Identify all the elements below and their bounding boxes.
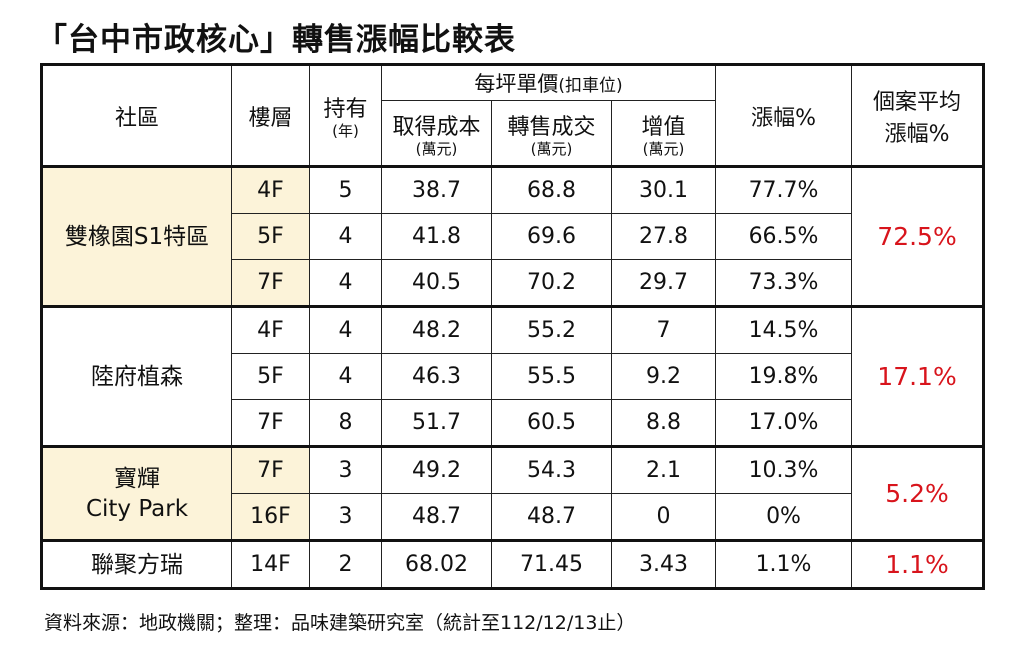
community-name: 寶輝 City Park [41, 445, 232, 541]
floor-cell: 7F [231, 445, 310, 494]
rise-cell: 17.0% [715, 399, 853, 447]
header-unit-price-label: 每坪單價 [474, 72, 559, 96]
hold-cell: 4 [309, 305, 382, 354]
hold-cell: 3 [309, 493, 382, 541]
header-hold: 持有 (年) [309, 64, 382, 167]
header-acquire-cost: 取得成本 (萬元) [381, 100, 492, 167]
header-hold-label: 持有 [323, 97, 368, 122]
gain-cell: 3.43 [610, 539, 717, 589]
floor-cell: 5F [231, 353, 310, 400]
table-row: 雙橡園S1特區 4F 5 38.7 68.8 30.1 77.7% 72.5% [41, 165, 985, 307]
header-resale-price-unit: (萬元) [530, 139, 573, 158]
gain-cell: 30.1 [610, 165, 717, 214]
resale-cell: 70.2 [491, 259, 612, 307]
resale-cell: 68.8 [491, 165, 612, 214]
floor-cell: 7F [231, 399, 310, 447]
header-community: 社區 [41, 64, 232, 167]
avg-rise-cell: 1.1% [851, 539, 985, 589]
resale-cell: 69.6 [491, 213, 612, 260]
hold-cell: 4 [309, 213, 382, 260]
hold-cell: 5 [309, 165, 382, 214]
rise-cell: 14.5% [715, 305, 853, 354]
table-row: 7F 4 40.5 70.2 29.7 73.3% [42, 259, 984, 307]
floor-cell: 7F [231, 259, 310, 307]
table-row: 7F 8 51.7 60.5 8.8 17.0% [42, 399, 984, 447]
gain-cell: 2.1 [610, 445, 717, 494]
header-rise-pct: 漲幅% [715, 64, 853, 167]
rise-cell: 77.7% [715, 165, 853, 214]
header-resale-price-label: 轉售成交 [507, 114, 596, 140]
gain-cell: 9.2 [610, 353, 717, 400]
cost-cell: 49.2 [381, 445, 492, 494]
table-row: 16F 3 48.7 48.7 0 0% [42, 493, 984, 541]
table-row: 陸府植森 4F 4 48.2 55.2 7 14.5% 17.1% [41, 305, 985, 447]
header-gain-unit: (萬元) [642, 139, 685, 158]
header-row-top: 社區 樓層 持有 (年) 每坪單價(扣車位) 漲幅% 個案平均 漲幅% [41, 64, 985, 167]
header-floor: 樓層 [231, 64, 310, 167]
resale-comparison-table: 社區 樓層 持有 (年) 每坪單價(扣車位) 漲幅% 個案平均 漲幅% 取得成本(… [40, 63, 986, 590]
cost-cell: 48.7 [381, 493, 492, 541]
avg-rise-cell: 5.2% [851, 445, 985, 541]
gain-cell: 8.8 [610, 399, 717, 447]
community-name-line2: City Park [85, 495, 189, 522]
avg-rise-cell: 17.1% [851, 305, 985, 447]
resale-cell: 48.7 [491, 493, 612, 541]
table-row: 聯聚方瑞 14F 2 68.02 71.45 3.43 1.1% 1.1% [41, 539, 985, 589]
rise-cell: 1.1% [715, 539, 853, 589]
gain-cell: 7 [610, 305, 717, 354]
community-name: 陸府植森 [41, 305, 232, 447]
hold-cell: 8 [309, 399, 382, 447]
community-name: 雙橡園S1特區 [41, 165, 232, 307]
floor-cell: 4F [231, 165, 310, 214]
header-resale-price: 轉售成交 (萬元) [491, 100, 612, 167]
gain-cell: 29.7 [610, 259, 717, 307]
header-gain: 增值 (萬元) [610, 100, 717, 167]
header-gain-label: 增值 [641, 114, 686, 140]
header-avg-rise-line2: 漲幅% [884, 121, 950, 147]
floor-cell: 5F [231, 213, 310, 260]
resale-cell: 60.5 [491, 399, 612, 447]
rise-cell: 19.8% [715, 353, 853, 400]
community-name: 聯聚方瑞 [41, 539, 232, 589]
header-acquire-cost-label: 取得成本 [392, 114, 481, 140]
rise-cell: 66.5% [715, 213, 853, 260]
rise-cell: 10.3% [715, 445, 853, 494]
hold-cell: 4 [309, 259, 382, 307]
floor-cell: 4F [231, 305, 310, 354]
hold-cell: 4 [309, 353, 382, 400]
header-row-bottom: 取得成本 (萬元) 轉售成交 (萬元) 增值 (萬元) [42, 100, 984, 167]
header-avg-rise-line1: 個案平均 [873, 89, 962, 115]
resale-cell: 71.45 [491, 539, 612, 589]
cost-cell: 68.02 [381, 539, 492, 589]
floor-cell: 14F [231, 539, 310, 589]
cost-cell: 51.7 [381, 399, 492, 447]
hold-cell: 3 [309, 445, 382, 494]
resale-cell: 55.5 [491, 353, 612, 400]
avg-rise-cell: 72.5% [851, 165, 985, 307]
cost-cell: 46.3 [381, 353, 492, 400]
header-avg-rise: 個案平均 漲幅% [851, 64, 985, 167]
floor-cell: 16F [231, 493, 310, 541]
header-unit-price-note: (扣車位) [558, 76, 623, 96]
table-row: 5F 4 41.8 69.6 27.8 66.5% [42, 213, 984, 260]
page-title: 「台中市政核心」轉售漲幅比較表 [36, 22, 516, 58]
header-hold-unit: (年) [332, 122, 359, 140]
header-acquire-cost-unit: (萬元) [415, 139, 458, 158]
hold-cell: 2 [309, 539, 382, 589]
table-row: 5F 4 46.3 55.5 9.2 19.8% [42, 353, 984, 400]
resale-cell: 55.2 [491, 305, 612, 354]
resale-cell: 54.3 [491, 445, 612, 494]
header-unit-price: 每坪單價(扣車位) [380, 64, 717, 101]
source-footnote: 資料來源：地政機關；整理：品味建築研究室（統計至112/12/13止） [44, 612, 636, 634]
cost-cell: 41.8 [381, 213, 492, 260]
table-row: 寶輝 City Park 7F 3 49.2 54.3 2.1 10.3% 5.… [41, 445, 985, 541]
community-name-line1: 寶輝 [114, 465, 160, 492]
cost-cell: 38.7 [381, 165, 492, 214]
gain-cell: 0 [610, 493, 717, 541]
cost-cell: 48.2 [381, 305, 492, 354]
rise-cell: 0% [715, 493, 853, 541]
cost-cell: 40.5 [381, 259, 492, 307]
gain-cell: 27.8 [610, 213, 717, 260]
rise-cell: 73.3% [715, 259, 853, 307]
